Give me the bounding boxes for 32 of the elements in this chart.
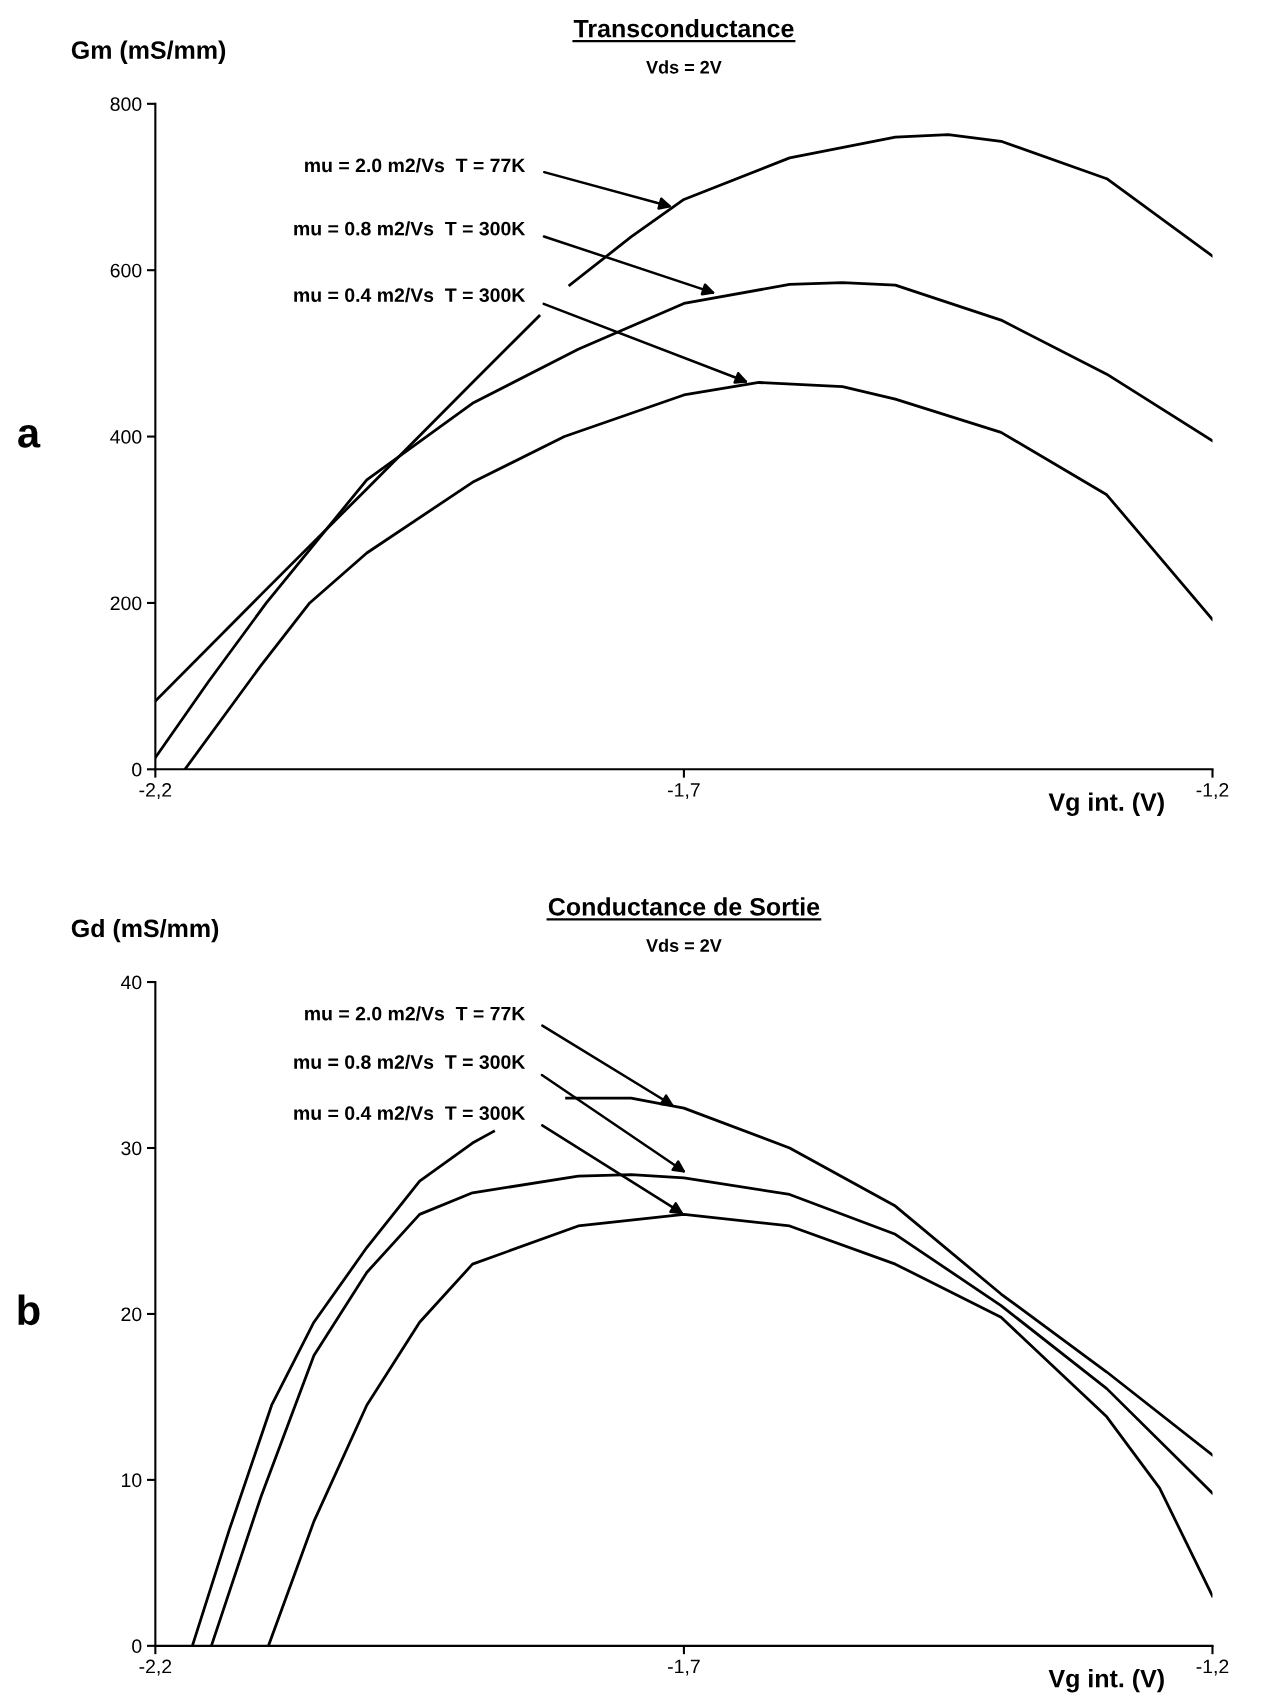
y-tick-label: 10: [122, 1473, 142, 1488]
y-tick-label: 200: [110, 596, 142, 611]
x-tick-label: -1,7: [668, 1659, 700, 1676]
x-tick-label: -1,7: [668, 783, 700, 800]
x-tick-label: -2,2: [139, 1659, 172, 1676]
chart-title: Conductance de Sortie: [548, 897, 820, 916]
x-axis-title: Vg int. (V): [1048, 1669, 1164, 1693]
annotation: mu = 0.8 m2/Vs T = 300K: [294, 1054, 526, 1070]
y-tick-label: 0: [132, 762, 142, 777]
text: b: [18, 1294, 40, 1326]
y-tick-label: 40: [120, 975, 142, 990]
x-tick-label: -1,2: [1196, 783, 1229, 800]
annotation: mu = 0.8 m2/Vs T = 300K: [294, 221, 526, 236]
annotation: mu = 2.0 m2/Vs T = 77K: [305, 1006, 526, 1021]
y-tick-label: 30: [121, 1141, 142, 1156]
y-axis-title: Gm (mS/mm): [71, 40, 226, 64]
annotation: mu = 2.0 m2/Vs T = 77K: [305, 157, 526, 173]
x-tick-label: -2,2: [139, 783, 172, 800]
y-axis-title: Gd (mS/mm): [71, 918, 219, 943]
y-tick-label: 800: [110, 97, 142, 112]
x-axis-title: Vg int. (V): [1048, 792, 1164, 817]
y-tick-label: 400: [110, 430, 142, 444]
y-tick-label: 0: [132, 1639, 142, 1654]
annotation: mu = 0.4 m2/Vs T = 300K: [294, 287, 526, 303]
x-tick-label: -1,2: [1196, 1659, 1229, 1676]
y-tick-label: 600: [110, 263, 142, 278]
chart-subtitle: Vds = 2V: [646, 60, 722, 74]
y-tick-label: 20: [121, 1307, 142, 1322]
text: a: [18, 424, 41, 448]
annotation: mu = 0.4 m2/Vs T = 300K: [294, 1105, 526, 1121]
chart-subtitle: Vds = 2V: [646, 938, 722, 952]
chart-title: Transconductance: [573, 19, 794, 38]
